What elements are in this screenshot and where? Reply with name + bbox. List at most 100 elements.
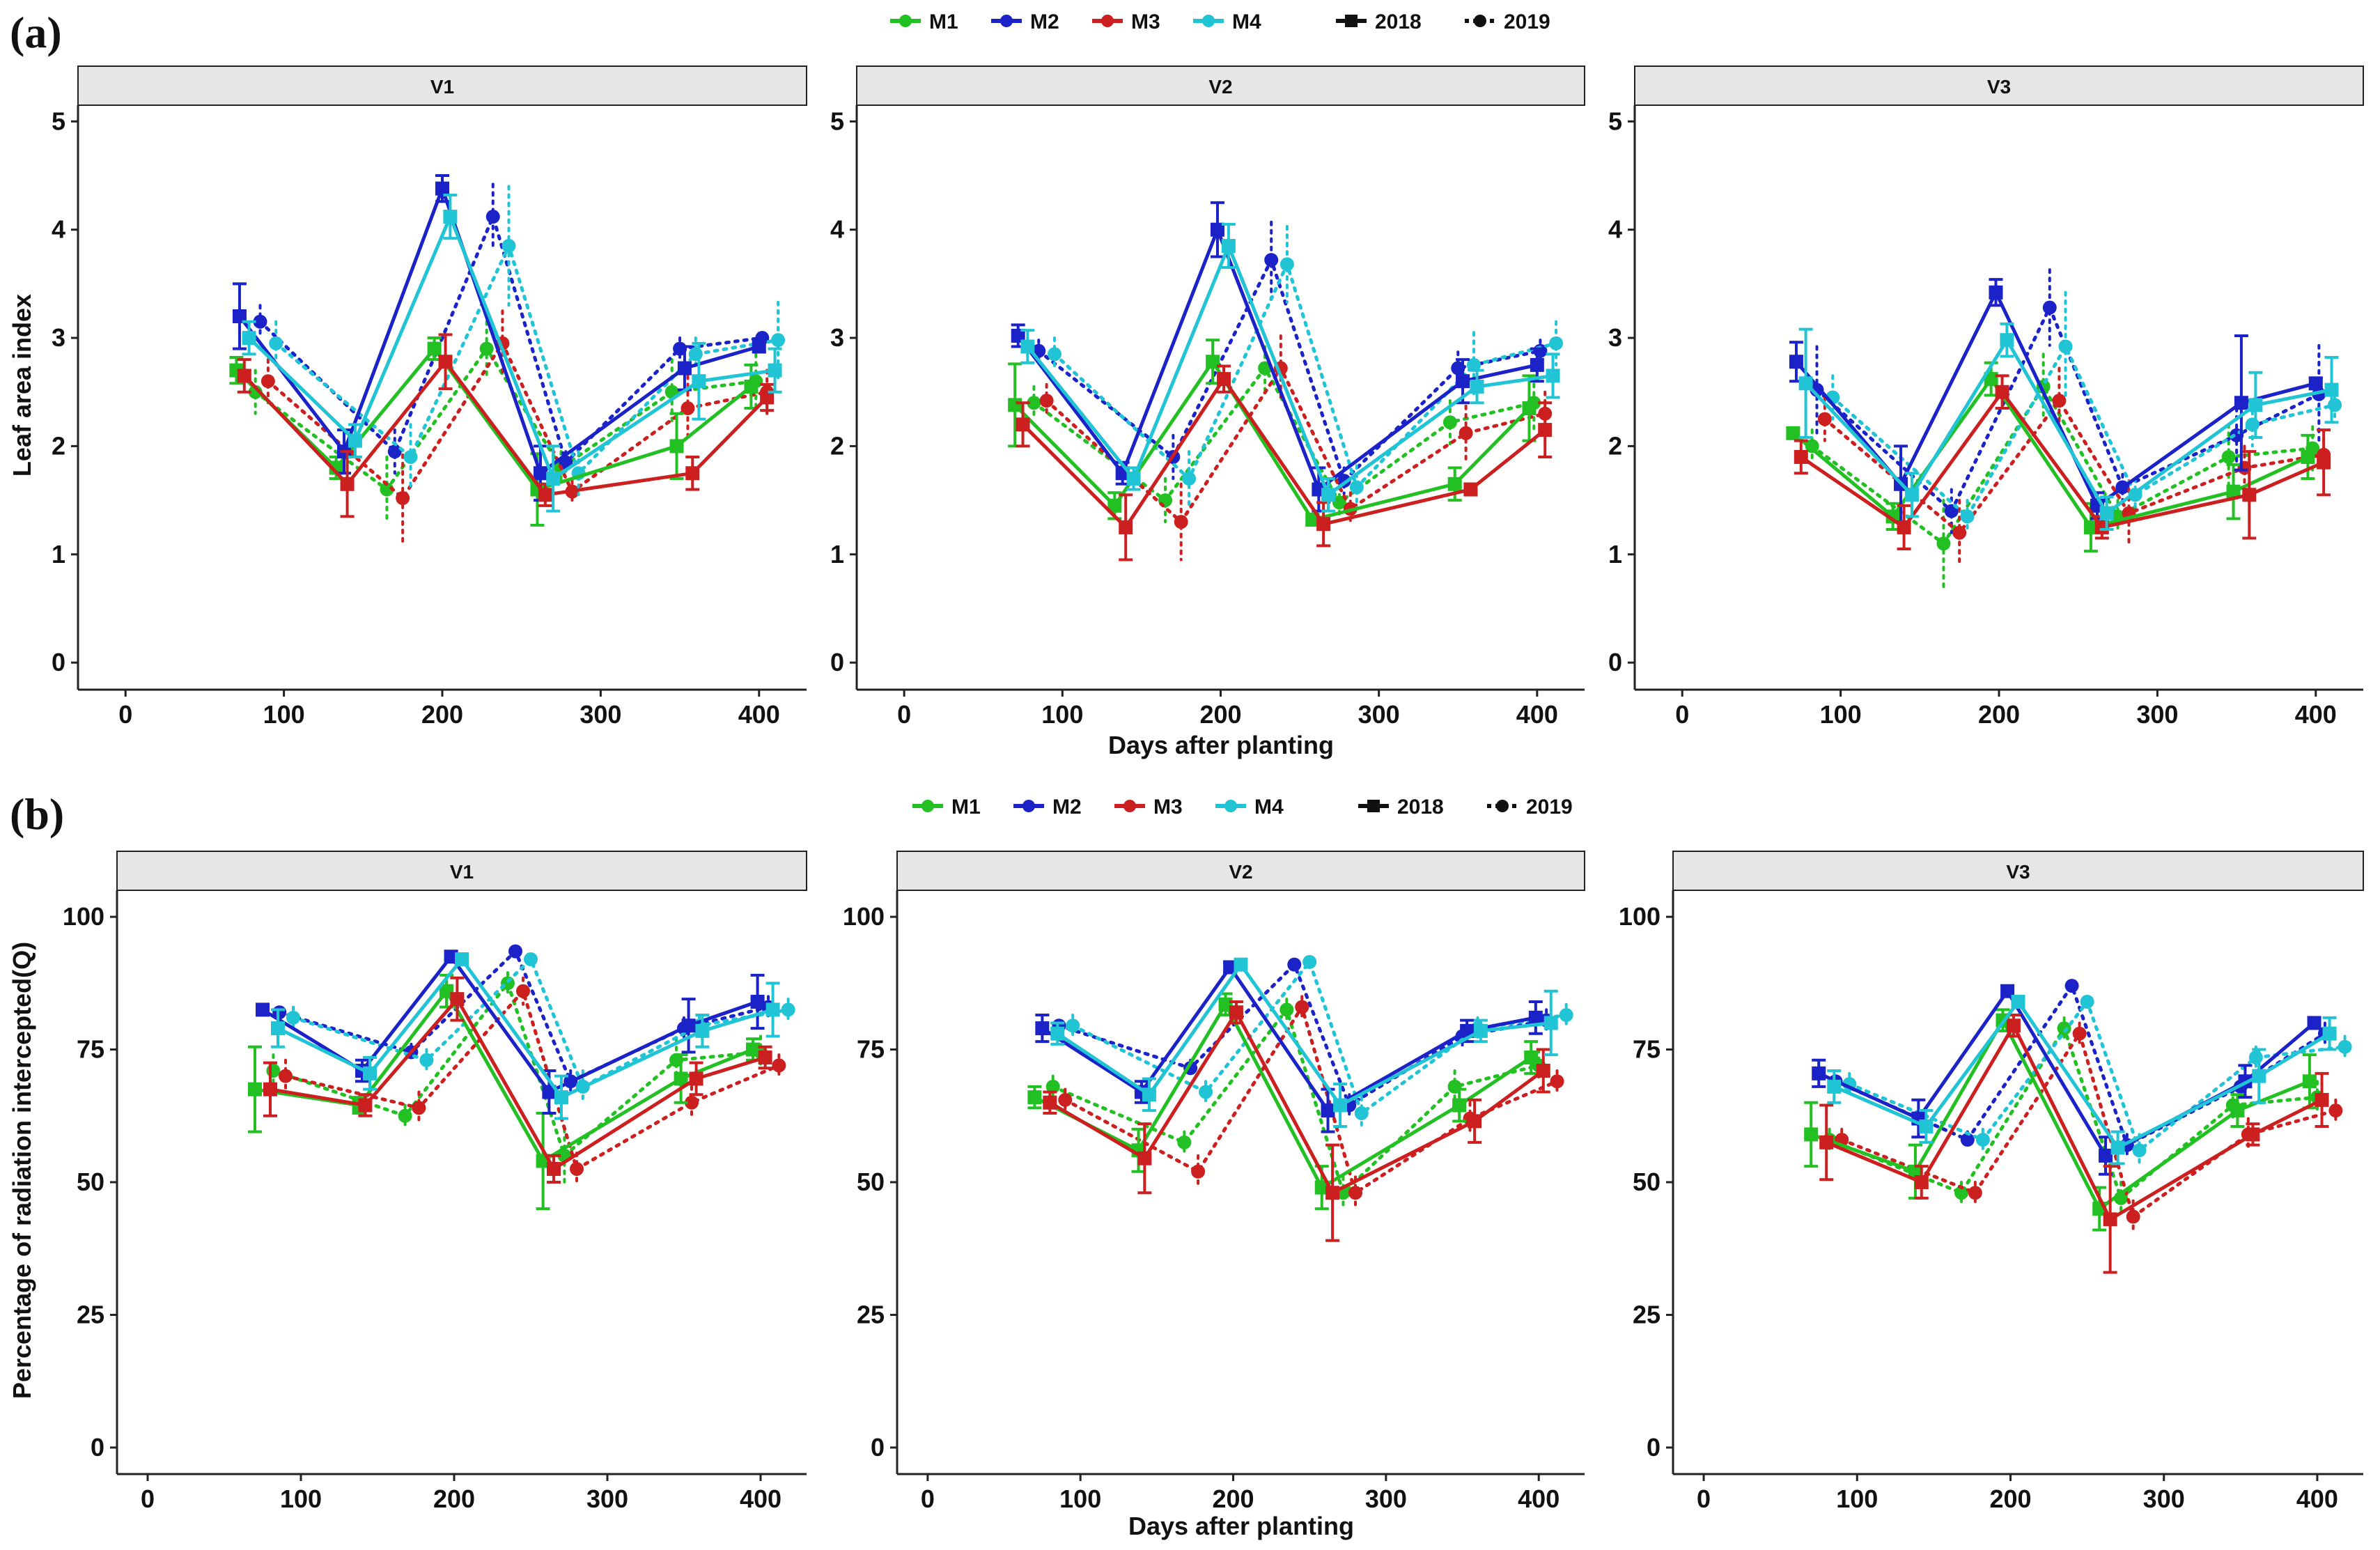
y-tick-label: 100 — [63, 902, 104, 931]
data-point-square — [242, 331, 256, 346]
y-tick-label: 100 — [843, 902, 885, 931]
series-line — [1804, 336, 2332, 516]
facet-b-v2: V2 0 25 50 75 100 0 100 200 300 400 — [843, 851, 1585, 1513]
y-tick-label: 3 — [830, 323, 844, 352]
data-point-square — [689, 1071, 703, 1086]
data-point-square — [765, 1002, 780, 1017]
y-tick-label: 5 — [830, 107, 844, 135]
legend-label-m4: M4 — [1254, 796, 1284, 819]
data-point-square — [443, 210, 458, 224]
series-m3-2018 — [1819, 1014, 2329, 1274]
x-tick-label: 100 — [280, 1485, 322, 1513]
data-point-square — [1522, 401, 1537, 416]
facet-strip-label: V3 — [2006, 861, 2030, 883]
x-tick-label: 400 — [1516, 700, 1558, 729]
x-tick-label: 0 — [1675, 700, 1689, 729]
legend-a: M1 M2 M3 M4 2018 2019 — [890, 10, 1550, 33]
series-line — [1026, 241, 1553, 498]
data-point-square — [1333, 1098, 1348, 1113]
data-point-square — [263, 1082, 277, 1096]
data-point-circle — [772, 1058, 786, 1073]
data-point-square — [760, 390, 775, 405]
y-tick-label: 2 — [1608, 431, 1622, 460]
series-m4-2019 — [1047, 225, 1564, 511]
data-point-square — [1897, 520, 1911, 534]
data-point-square — [1223, 960, 1238, 975]
data-point-circle — [403, 449, 418, 464]
data-point-circle — [1199, 1085, 1213, 1099]
data-point-square — [2317, 455, 2331, 470]
data-point-square — [1528, 1010, 1543, 1025]
data-point-square — [1914, 1175, 1929, 1189]
y-tick-label: 2 — [52, 431, 65, 460]
data-point-square — [2226, 484, 2241, 499]
data-point-circle — [1280, 257, 1294, 272]
legend-dot-m1 — [899, 15, 912, 27]
data-point-square — [1908, 1164, 1922, 1179]
data-point-square — [746, 1042, 760, 1057]
legend-label-m2: M2 — [1052, 796, 1082, 819]
data-point-square — [2099, 1148, 2113, 1163]
data-point-square — [2011, 994, 2025, 1009]
series-line — [1810, 383, 2315, 546]
y-tick-label: 75 — [77, 1035, 104, 1064]
y-tick-label: 25 — [1633, 1300, 1660, 1328]
y-tick-label: 4 — [830, 215, 844, 244]
legend-dot-m1 — [921, 800, 934, 812]
facet-b-v1: V1 0 25 50 75 100 0 100 200 300 400 — [63, 851, 807, 1513]
data-point-square — [1234, 957, 1248, 972]
x-tick-label: 300 — [1358, 700, 1400, 729]
data-point-circle — [2221, 449, 2236, 464]
data-point-circle — [1936, 536, 1951, 551]
y-tick-label: 50 — [1633, 1168, 1660, 1196]
data-point-circle — [1348, 1186, 1362, 1200]
data-point-square — [1798, 376, 1813, 391]
facet-strip-label: V3 — [1987, 76, 2011, 98]
data-point-square — [1530, 357, 1544, 372]
data-point-square — [1008, 398, 1022, 412]
data-point-circle — [2058, 339, 2073, 354]
data-point-square — [1989, 285, 2003, 300]
data-point-square — [358, 1098, 373, 1113]
data-point-square — [2234, 396, 2248, 410]
series-m3-2018 — [1043, 1000, 1550, 1242]
facet-strip — [896, 851, 1585, 891]
series-line — [1791, 375, 2309, 529]
series-m3-2018 — [263, 976, 772, 1184]
data-point-circle — [1466, 357, 1481, 372]
data-point-circle — [1960, 1133, 1975, 1147]
x-tick-label: 0 — [897, 700, 911, 729]
data-point-square — [348, 433, 362, 448]
y-tick-label: 4 — [52, 215, 65, 244]
legend-dot-m2 — [1000, 15, 1013, 27]
data-point-square — [1919, 1119, 1934, 1134]
data-point-circle — [479, 341, 494, 356]
legend-dot-m3 — [1101, 15, 1114, 27]
series-line — [1833, 998, 2331, 1150]
data-point-circle — [2132, 1143, 2147, 1158]
data-point-square — [677, 361, 692, 375]
y-tick-label: 2 — [830, 431, 844, 460]
data-point-circle — [1354, 1106, 1369, 1120]
data-point-square — [1536, 1064, 1550, 1078]
series-line — [270, 995, 766, 1172]
data-point-square — [1210, 222, 1224, 237]
data-point-square — [232, 309, 247, 323]
data-point-square — [533, 466, 547, 481]
data-point-square — [695, 1023, 710, 1038]
x-tick-label: 200 — [421, 700, 463, 729]
data-point-square — [685, 466, 700, 481]
data-point-square — [1463, 482, 1478, 497]
x-tick-label: 100 — [263, 700, 305, 729]
data-point-circle — [2328, 398, 2342, 412]
series-m4-2018 — [1020, 222, 1560, 513]
y-tick-label: 4 — [1608, 215, 1622, 244]
data-point-circle — [501, 238, 516, 253]
x-tick-label: 0 — [921, 1485, 935, 1513]
series-line — [283, 987, 781, 1172]
x-tick-label: 300 — [586, 1485, 628, 1513]
data-point-circle — [1549, 336, 1564, 350]
data-point-square — [2308, 376, 2323, 391]
data-point-square — [440, 984, 453, 998]
data-point-square — [363, 1066, 377, 1080]
